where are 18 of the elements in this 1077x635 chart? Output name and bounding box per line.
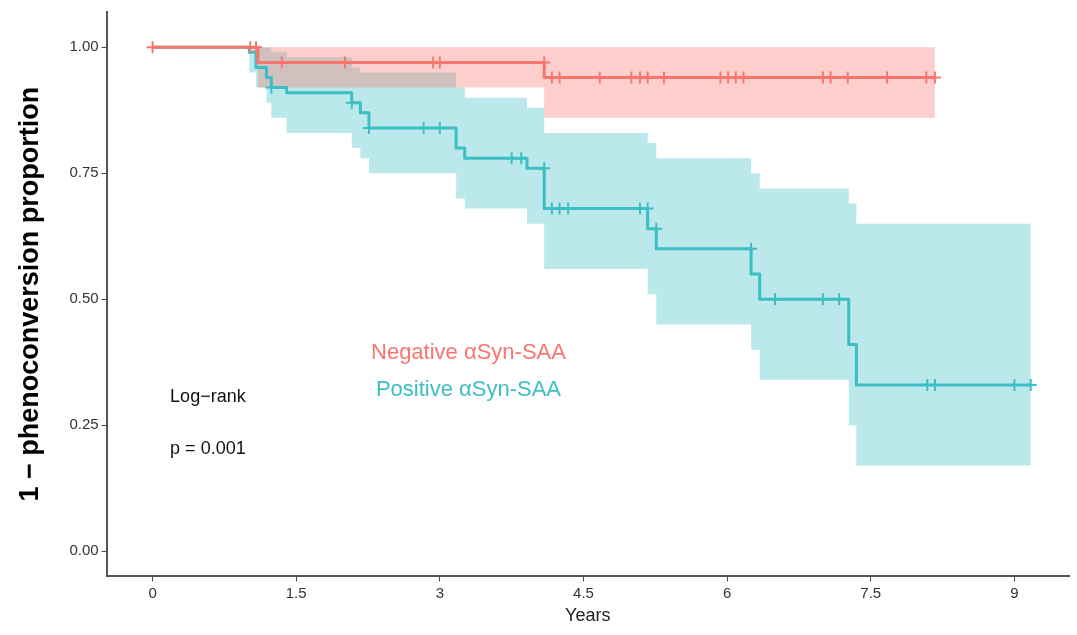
x-tick-label: 0 [148,583,157,601]
y-tick-label: 0.25 [69,415,99,433]
x-tick-label: 3 [435,583,445,601]
x-tick-label: 4.5 [573,583,594,601]
y-tick-label: 0.75 [69,163,99,181]
y-axis-title: 1 − phenoconversion proportion [13,86,44,502]
y-tick-label: 0.00 [69,541,99,559]
x-tick-label: 9 [1010,583,1019,601]
y-tick-label: 1.00 [69,37,99,55]
x-tick-label: 7.5 [860,583,882,601]
text: Positive αSyn-SAA [375,376,562,402]
y-tick-label: 0.50 [69,289,99,307]
text: Negative αSyn-SAA [371,338,567,364]
x-tick-label: 6 [722,583,732,601]
x-axis-title: Years [565,605,611,626]
annotation: p = 0.001 [170,438,246,459]
x-tick-label: 1.5 [285,583,307,601]
annotation: Log−rank [170,385,247,406]
